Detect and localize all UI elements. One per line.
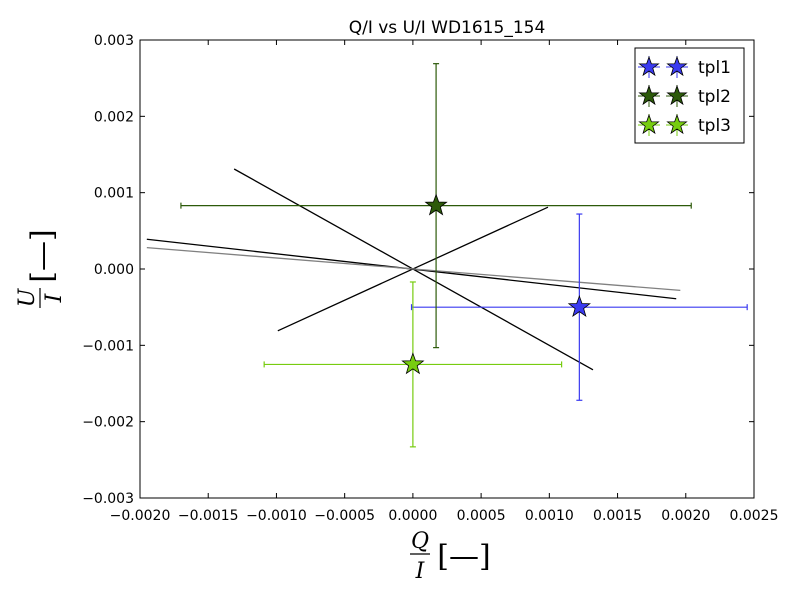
legend-entry-tpl1: tpl1 — [638, 55, 731, 78]
star-marker — [424, 193, 448, 216]
legend-label: tpl3 — [698, 116, 731, 136]
x-label-denominator: I — [415, 559, 426, 584]
x-tick-label: 0.0020 — [661, 508, 710, 524]
legend-star-icon — [638, 84, 660, 106]
chart-title: Q/I vs U/I WD1615_154 — [349, 18, 546, 38]
legend-label: tpl1 — [698, 58, 731, 78]
y-tick-label: 0.002 — [94, 109, 134, 125]
x-tick-label: −0.0020 — [110, 508, 171, 524]
x-tick-label: 0.0005 — [457, 508, 506, 524]
data-series-layer — [180, 63, 748, 448]
y-label-numerator: U — [15, 287, 40, 307]
series-tpl3 — [263, 281, 563, 448]
y-label-unit: [—] — [25, 229, 60, 282]
legend-entry-tpl3: tpl3 — [638, 113, 731, 136]
y-label-denominator: I — [42, 292, 67, 303]
y-tick-label: −0.001 — [82, 338, 134, 354]
legend-star-icon — [638, 113, 660, 135]
grey-line — [146, 246, 681, 292]
x-axis-label: Q I [—] — [410, 529, 491, 584]
x-tick-label: −0.0015 — [178, 508, 239, 524]
x-tick-label: −0.0010 — [246, 508, 307, 524]
series-tpl1 — [410, 213, 748, 401]
x-tick-label: 0.0000 — [388, 508, 437, 524]
x-tick-label: 0.0015 — [593, 508, 642, 524]
star-marker — [401, 352, 425, 375]
legend-entry-tpl2: tpl2 — [638, 84, 731, 107]
x-tick-label: 0.0010 — [525, 508, 574, 524]
series-tpl2 — [180, 63, 692, 349]
axis-ticks-layer: −0.0020 −0.0015 −0.0010 −0.0005 0.0000 0.0005… — [82, 33, 778, 524]
y-tick-label: 0.000 — [94, 262, 134, 278]
legend-star-icon — [638, 55, 660, 77]
y-axis-label: U I [—] — [15, 229, 67, 308]
black-line-layer — [146, 168, 681, 371]
y-tick-label: −0.003 — [82, 491, 134, 507]
x-label-numerator: Q — [411, 529, 429, 554]
legend-star-icon — [666, 113, 688, 135]
x-label-unit: [—] — [437, 539, 490, 574]
legend-star-icon — [666, 55, 688, 77]
y-tick-label: 0.001 — [94, 186, 134, 202]
star-marker — [567, 294, 591, 318]
y-tick-label: −0.002 — [82, 415, 134, 431]
legend: tpl1 tpl2 tpl3 — [634, 47, 745, 144]
legend-label: tpl2 — [698, 87, 731, 107]
x-tick-label: −0.0005 — [314, 508, 375, 524]
y-tick-label: 0.003 — [94, 33, 134, 49]
x-tick-label: 0.0025 — [730, 508, 779, 524]
legend-star-icon — [666, 84, 688, 106]
